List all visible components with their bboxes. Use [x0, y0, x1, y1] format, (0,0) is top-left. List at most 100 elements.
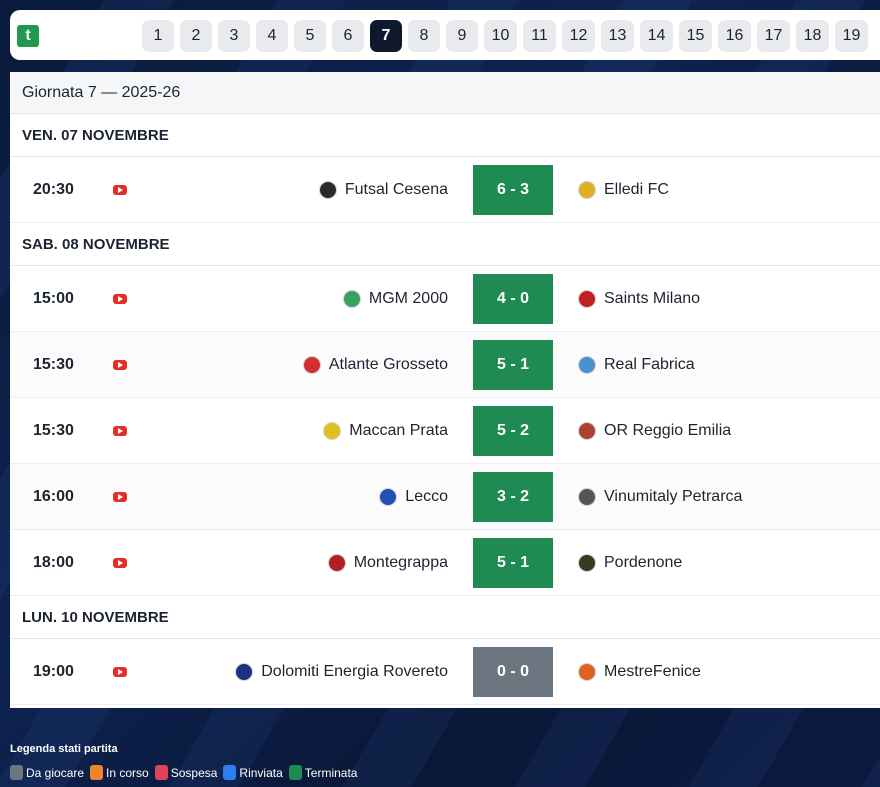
home-team-name: Montegrappa: [353, 554, 448, 571]
away-team-name: OR Reggio Emilia: [604, 422, 732, 439]
match-row[interactable]: 16:00 Lecco 3 - 2 Vinumitaly Petrarca: [10, 464, 880, 530]
away-team-name: MestreFenice: [604, 663, 701, 680]
away-crest-icon: [578, 356, 596, 374]
legend-label: Sospesa: [170, 765, 218, 780]
round-button-7[interactable]: 7: [370, 20, 402, 52]
home-crest-icon: [342, 290, 361, 308]
score-badge[interactable]: 6 - 3: [473, 165, 553, 215]
away-crest-icon: [578, 663, 596, 681]
round-button-18[interactable]: 18: [796, 20, 829, 52]
legend-label: Terminata: [304, 765, 358, 780]
home-team[interactable]: Lecco: [379, 464, 448, 530]
score-badge[interactable]: 4 - 0: [473, 274, 553, 324]
score-badge[interactable]: 5 - 1: [473, 538, 553, 588]
home-team[interactable]: Atlante Grosseto: [302, 332, 448, 398]
away-team-name: Elledi FC: [604, 181, 669, 198]
away-team[interactable]: Real Fabrica: [578, 332, 695, 398]
youtube-icon[interactable]: [113, 492, 127, 502]
round-button-12[interactable]: 12: [562, 20, 595, 52]
legend-item: Da giocare: [10, 765, 84, 780]
round-button-1[interactable]: 1: [142, 20, 174, 52]
days-list: VEN. 07 NOVEMBRE 20:30 Futsal Cesena 6 - 3 E…: [10, 114, 880, 705]
round-button-6[interactable]: 6: [332, 20, 364, 52]
round-button-17[interactable]: 17: [757, 20, 790, 52]
round-button-13[interactable]: 13: [601, 20, 634, 52]
round-button-15[interactable]: 15: [679, 20, 712, 52]
score-badge[interactable]: 5 - 2: [473, 406, 553, 456]
legend-title: Legenda stati partita: [10, 743, 118, 755]
match-time: 15:30: [33, 422, 74, 439]
home-team[interactable]: Dolomiti Energia Rovereto: [235, 639, 448, 705]
youtube-icon[interactable]: [113, 294, 127, 304]
legend-item: Rinviata: [223, 765, 283, 780]
round-button-9[interactable]: 9: [446, 20, 478, 52]
home-crest-icon: [235, 663, 254, 681]
home-team[interactable]: Montegrappa: [327, 530, 448, 596]
youtube-icon[interactable]: [113, 360, 127, 370]
round-button-19[interactable]: 19: [835, 20, 868, 52]
match-row[interactable]: 15:00 MGM 2000 4 - 0 Saints Milano: [10, 266, 880, 332]
youtube-icon[interactable]: [113, 185, 127, 195]
legend-swatch: [288, 765, 302, 780]
youtube-icon[interactable]: [113, 558, 127, 568]
round-button-8[interactable]: 8: [408, 20, 440, 52]
match-row[interactable]: 20:30 Futsal Cesena 6 - 3 Elledi FC: [10, 157, 880, 223]
match-time: 20:30: [33, 181, 74, 198]
home-team-name: Futsal Cesena: [344, 181, 448, 198]
app-logo-icon[interactable]: t: [17, 25, 39, 47]
legend-label: Da giocare: [26, 765, 85, 780]
round-button-10[interactable]: 10: [484, 20, 517, 52]
legend-label: In corso: [106, 765, 149, 780]
home-crest-icon: [318, 181, 337, 199]
home-team[interactable]: MGM 2000: [342, 266, 448, 332]
match-time: 16:00: [33, 488, 74, 505]
away-team[interactable]: OR Reggio Emilia: [578, 398, 731, 464]
home-crest-icon: [323, 422, 342, 440]
round-button-14[interactable]: 14: [640, 20, 673, 52]
home-team[interactable]: Maccan Prata: [323, 398, 448, 464]
day-header: LUN. 10 NOVEMBRE: [10, 596, 880, 639]
round-button-5[interactable]: 5: [294, 20, 326, 52]
round-button-3[interactable]: 3: [218, 20, 250, 52]
away-crest-icon: [578, 290, 596, 308]
legend-swatch: [223, 765, 237, 780]
away-crest-icon: [578, 181, 596, 199]
legend-item: In corso: [90, 765, 149, 780]
home-crest-icon: [327, 554, 346, 572]
youtube-icon[interactable]: [113, 667, 127, 677]
match-row[interactable]: 15:30 Maccan Prata 5 - 2 OR Reggio Emilia: [10, 398, 880, 464]
away-team-name: Real Fabrica: [604, 356, 695, 373]
day-header: VEN. 07 NOVEMBRE: [10, 114, 880, 157]
status-legend: Da giocare In corso Sospesa Rinviata Termina…: [10, 765, 357, 780]
match-row[interactable]: 15:30 Atlante Grosseto 5 - 1 Real Fabrica: [10, 332, 880, 398]
score-badge[interactable]: 3 - 2: [473, 472, 553, 522]
youtube-icon[interactable]: [113, 426, 127, 436]
legend-label: Rinviata: [239, 765, 283, 780]
round-button-16[interactable]: 16: [718, 20, 751, 52]
day-header: SAB. 08 NOVEMBRE: [10, 223, 880, 266]
match-row[interactable]: 18:00 Montegrappa 5 - 1 Pordenone: [10, 530, 880, 596]
away-team[interactable]: Pordenone: [578, 530, 682, 596]
match-time: 19:00: [33, 663, 74, 680]
away-team[interactable]: Elledi FC: [578, 157, 669, 223]
away-team-name: Vinumitaly Petrarca: [604, 488, 743, 505]
round-button-4[interactable]: 4: [256, 20, 288, 52]
home-team[interactable]: Futsal Cesena: [318, 157, 448, 223]
score-badge[interactable]: 5 - 1: [473, 340, 553, 390]
fixtures-panel: Giornata 7 — 2025-26 VEN. 07 NOVEMBRE 20:…: [10, 72, 880, 708]
home-team-name: Dolomiti Energia Rovereto: [261, 663, 448, 680]
match-time: 15:30: [33, 356, 74, 373]
home-team-name: Lecco: [405, 488, 448, 505]
away-team[interactable]: MestreFenice: [578, 639, 701, 705]
legend-swatch: [90, 765, 104, 780]
away-crest-icon: [578, 488, 596, 506]
round-button-11[interactable]: 11: [523, 20, 556, 52]
score-badge[interactable]: 0 - 0: [473, 647, 553, 697]
away-crest-icon: [578, 554, 596, 572]
round-selector: t 1 2 3 4 5 6 7 8 9 10 11 12 13 14 15 16 17 18 19: [10, 10, 880, 60]
round-button-2[interactable]: 2: [180, 20, 212, 52]
match-row[interactable]: 19:00 Dolomiti Energia Rovereto 0 - 0 Mestr…: [10, 639, 880, 705]
away-team-name: Pordenone: [604, 554, 683, 571]
away-team[interactable]: Saints Milano: [578, 266, 700, 332]
away-team[interactable]: Vinumitaly Petrarca: [578, 464, 742, 530]
